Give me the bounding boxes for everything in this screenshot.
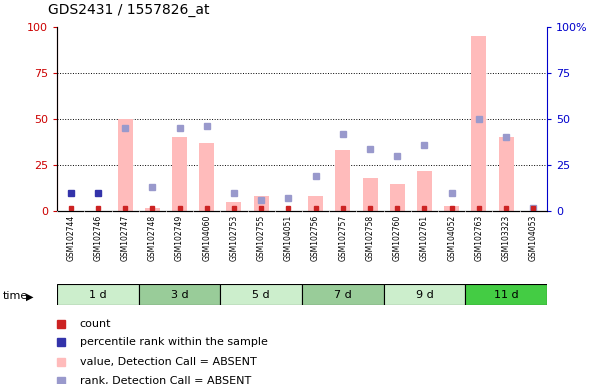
Bar (172, 137, 187, 211)
Text: GSM102760: GSM102760 (392, 215, 401, 261)
Bar (139, 284, 221, 305)
Bar (227, 202, 242, 211)
Text: 5 d: 5 d (252, 290, 270, 300)
Text: GSM104052: GSM104052 (447, 215, 456, 261)
Text: rank, Detection Call = ABSENT: rank, Detection Call = ABSENT (80, 376, 251, 384)
Text: time: time (3, 291, 28, 301)
Bar (417, 170, 432, 211)
Text: GSM102761: GSM102761 (420, 215, 429, 261)
Bar (308, 197, 323, 211)
Text: GSM102747: GSM102747 (121, 215, 130, 261)
Text: GSM104051: GSM104051 (284, 215, 293, 261)
Text: GSM102757: GSM102757 (338, 215, 347, 261)
Bar (200, 143, 214, 211)
Text: GSM102753: GSM102753 (230, 215, 239, 261)
Text: GSM102756: GSM102756 (311, 215, 320, 261)
Bar (57, 284, 139, 305)
Text: 11 d: 11 d (494, 290, 519, 300)
Bar (471, 36, 486, 211)
Text: ▶: ▶ (26, 291, 33, 301)
Text: GSM104053: GSM104053 (529, 215, 538, 262)
Bar (335, 151, 350, 211)
Text: 7 d: 7 d (334, 290, 352, 300)
Text: GSM102746: GSM102746 (93, 215, 102, 261)
Bar (390, 184, 404, 211)
Text: GSM102749: GSM102749 (175, 215, 184, 261)
Text: count: count (80, 319, 111, 329)
Bar (444, 206, 459, 211)
Bar (118, 119, 133, 211)
Text: GSM104060: GSM104060 (203, 215, 212, 262)
Text: 9 d: 9 d (415, 290, 433, 300)
Text: GSM102744: GSM102744 (66, 215, 75, 261)
Text: GSM102755: GSM102755 (257, 215, 266, 261)
Text: GDS2431 / 1557826_at: GDS2431 / 1557826_at (48, 3, 210, 17)
Text: value, Detection Call = ABSENT: value, Detection Call = ABSENT (80, 357, 257, 367)
Bar (383, 284, 465, 305)
Text: GSM102763: GSM102763 (474, 215, 483, 261)
Text: GSM103323: GSM103323 (502, 215, 511, 261)
Bar (145, 207, 160, 211)
Bar (362, 178, 377, 211)
Bar (499, 137, 514, 211)
Bar (302, 284, 383, 305)
Bar (254, 197, 269, 211)
Text: GSM102758: GSM102758 (365, 215, 374, 261)
Text: percentile rank within the sample: percentile rank within the sample (80, 338, 267, 348)
Bar (221, 284, 302, 305)
Text: 1 d: 1 d (89, 290, 107, 300)
Text: 3 d: 3 d (171, 290, 188, 300)
Bar (465, 284, 547, 305)
Text: GSM102748: GSM102748 (148, 215, 157, 261)
